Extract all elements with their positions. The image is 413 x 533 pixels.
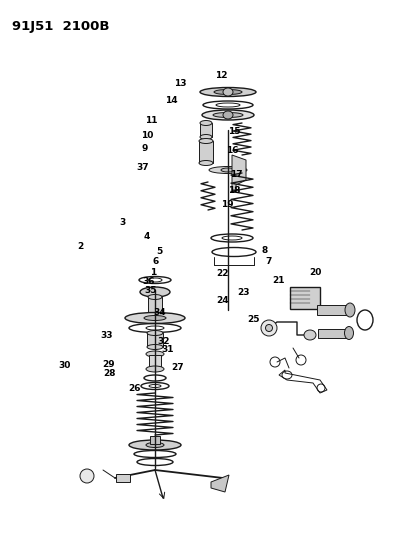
Ellipse shape	[146, 442, 164, 448]
Ellipse shape	[199, 87, 255, 96]
Text: 28: 28	[103, 369, 116, 377]
Text: 31: 31	[161, 345, 173, 353]
Ellipse shape	[147, 312, 161, 318]
Text: 1: 1	[150, 269, 156, 277]
Bar	[116, 474, 130, 482]
Ellipse shape	[260, 320, 276, 336]
Ellipse shape	[80, 469, 94, 483]
Text: 30: 30	[58, 361, 70, 369]
Ellipse shape	[221, 168, 235, 172]
Text: 18: 18	[227, 186, 240, 195]
Text: 10: 10	[140, 132, 153, 140]
Text: 17: 17	[229, 171, 242, 179]
Ellipse shape	[147, 344, 163, 350]
Bar	[317, 328, 347, 337]
Text: 34: 34	[153, 309, 165, 317]
Text: 37: 37	[136, 164, 149, 172]
Ellipse shape	[146, 351, 164, 357]
Bar	[147, 333, 163, 347]
Ellipse shape	[303, 330, 315, 340]
Text: 15: 15	[227, 127, 240, 136]
Text: 16: 16	[225, 146, 237, 155]
Text: 23: 23	[237, 288, 249, 296]
Polygon shape	[231, 155, 245, 190]
Bar	[316, 305, 348, 315]
Ellipse shape	[147, 295, 161, 300]
Text: 27: 27	[171, 364, 184, 372]
Bar	[150, 436, 159, 444]
Text: 4: 4	[143, 232, 150, 241]
Text: 3: 3	[119, 219, 125, 227]
Text: 9: 9	[141, 144, 148, 152]
Text: 14: 14	[165, 96, 178, 104]
Ellipse shape	[144, 316, 166, 320]
Ellipse shape	[146, 366, 164, 372]
Polygon shape	[211, 475, 228, 492]
Ellipse shape	[265, 325, 272, 332]
Ellipse shape	[344, 327, 353, 340]
Text: 21: 21	[271, 277, 284, 285]
Text: 36: 36	[142, 278, 155, 286]
Bar	[147, 297, 161, 315]
Text: 2: 2	[77, 243, 84, 251]
Text: 33: 33	[100, 332, 113, 340]
Ellipse shape	[199, 139, 212, 143]
Ellipse shape	[199, 120, 211, 125]
Text: 5: 5	[156, 247, 162, 256]
Ellipse shape	[147, 330, 163, 335]
Text: 26: 26	[128, 384, 140, 392]
Text: 7: 7	[264, 257, 271, 265]
Ellipse shape	[223, 111, 233, 119]
Text: 24: 24	[216, 296, 228, 304]
Text: 35: 35	[145, 286, 157, 295]
Ellipse shape	[214, 90, 242, 94]
Ellipse shape	[344, 303, 354, 317]
Ellipse shape	[199, 160, 212, 166]
Ellipse shape	[199, 134, 211, 140]
Text: 25: 25	[247, 316, 259, 324]
Ellipse shape	[209, 166, 247, 174]
Text: 20: 20	[309, 269, 321, 277]
Text: 29: 29	[102, 360, 114, 369]
Ellipse shape	[212, 112, 242, 117]
Bar	[289, 287, 319, 309]
Bar	[149, 355, 161, 369]
Ellipse shape	[202, 110, 254, 120]
Ellipse shape	[129, 440, 180, 450]
Ellipse shape	[125, 312, 185, 324]
Text: 22: 22	[216, 269, 228, 278]
Text: 12: 12	[215, 71, 227, 80]
Bar	[199, 141, 212, 163]
Text: 32: 32	[157, 337, 169, 345]
Bar	[199, 123, 211, 137]
Text: 8: 8	[260, 246, 267, 255]
Text: 13: 13	[173, 79, 186, 88]
Ellipse shape	[223, 88, 233, 96]
Text: 11: 11	[145, 117, 157, 125]
Text: 91J51  2100B: 91J51 2100B	[12, 20, 109, 33]
Ellipse shape	[140, 287, 170, 297]
Text: 6: 6	[152, 257, 158, 265]
Text: 19: 19	[220, 200, 233, 208]
